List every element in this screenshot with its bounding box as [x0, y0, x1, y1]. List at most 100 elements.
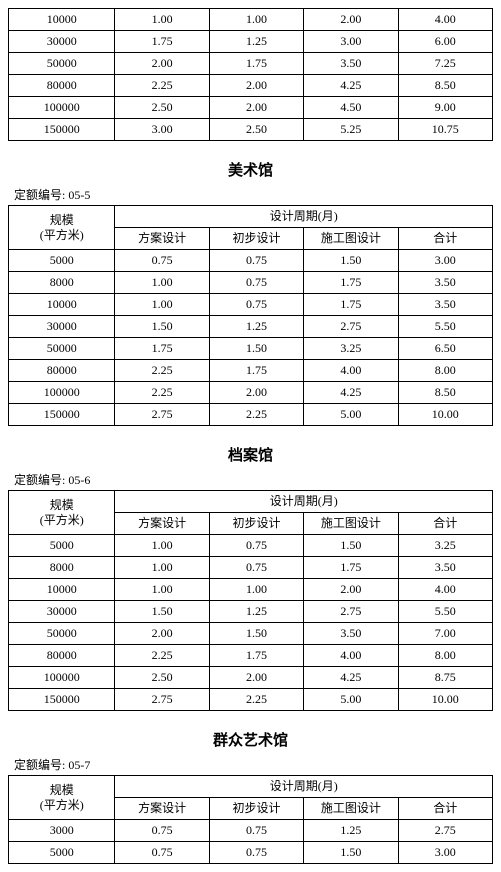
table-cell: 4.25 [304, 382, 398, 404]
table-cell: 1.50 [115, 316, 209, 338]
table-cell: 0.75 [115, 250, 209, 272]
table-cell: 3.25 [398, 535, 492, 557]
table-cell: 0.75 [209, 535, 303, 557]
table-cell: 2.75 [115, 404, 209, 426]
table-cell: 2.00 [209, 382, 303, 404]
table-cell: 4.50 [304, 97, 398, 119]
table-cell: 1.75 [304, 557, 398, 579]
table-cell: 5000 [9, 535, 115, 557]
header-scale-line2: (平方米) [9, 798, 114, 813]
table-cell: 150000 [9, 689, 115, 711]
table-cell: 0.75 [209, 294, 303, 316]
table-cell: 3.00 [115, 119, 209, 141]
table-row: 800002.251.754.008.00 [9, 360, 493, 382]
table-cell: 2.00 [304, 579, 398, 601]
header-scale: 规模(平方米) [9, 776, 115, 820]
table-cell: 5.50 [398, 601, 492, 623]
table-cell: 1.00 [209, 9, 303, 31]
table-cell: 5000 [9, 250, 115, 272]
table-cell: 2.25 [115, 75, 209, 97]
table-cell: 3.00 [398, 842, 492, 864]
header-col: 合计 [398, 513, 492, 535]
table-cell: 1.25 [304, 820, 398, 842]
table-cell: 10.00 [398, 689, 492, 711]
table-cell: 10.00 [398, 404, 492, 426]
table-row: 100001.001.002.004.00 [9, 579, 493, 601]
header-col: 施工图设计 [304, 228, 398, 250]
table-cell: 2.00 [209, 97, 303, 119]
table-cell: 100000 [9, 667, 115, 689]
table-cell: 1.50 [115, 601, 209, 623]
table-row: 800002.252.004.258.50 [9, 75, 493, 97]
header-col: 初步设计 [209, 228, 303, 250]
header-col: 方案设计 [115, 798, 209, 820]
data-table: 规模(平方米)设计周期(月)方案设计初步设计施工图设计合计50001.000.7… [8, 490, 493, 711]
table-cell: 0.75 [115, 842, 209, 864]
partial-table-top: 100001.001.002.004.00300001.751.253.006.… [8, 8, 493, 141]
data-table: 规模(平方米)设计周期(月)方案设计初步设计施工图设计合计30000.750.7… [8, 775, 493, 864]
section-title: 群众艺术馆 [8, 729, 493, 750]
table-cell: 2.75 [115, 689, 209, 711]
header-col: 方案设计 [115, 513, 209, 535]
table-cell: 1.75 [115, 338, 209, 360]
table-cell: 0.75 [209, 250, 303, 272]
table-cell: 3.50 [398, 294, 492, 316]
header-scale-line1: 规模 [9, 783, 114, 798]
table-cell: 1.75 [209, 360, 303, 382]
table-cell: 2.50 [209, 119, 303, 141]
table-cell: 4.25 [304, 667, 398, 689]
table-cell: 8000 [9, 557, 115, 579]
table-cell: 2.50 [115, 97, 209, 119]
data-table: 规模(平方米)设计周期(月)方案设计初步设计施工图设计合计50000.750.7… [8, 205, 493, 426]
table-cell: 1.50 [304, 250, 398, 272]
table-cell: 0.75 [209, 557, 303, 579]
table-cell: 50000 [9, 53, 115, 75]
table-header-row: 规模(平方米)设计周期(月) [9, 776, 493, 798]
header-col: 合计 [398, 798, 492, 820]
table-cell: 3000 [9, 820, 115, 842]
section-title: 美术馆 [8, 159, 493, 180]
table-cell: 50000 [9, 338, 115, 360]
header-col: 初步设计 [209, 798, 303, 820]
table-row: 1000002.502.004.509.00 [9, 97, 493, 119]
header-period: 设计周期(月) [115, 206, 493, 228]
table-cell: 8.75 [398, 667, 492, 689]
table-cell: 3.50 [398, 272, 492, 294]
table-cell: 1.75 [209, 645, 303, 667]
table-cell: 8.00 [398, 645, 492, 667]
table-cell: 7.25 [398, 53, 492, 75]
table-cell: 1.75 [209, 53, 303, 75]
table-cell: 1.25 [209, 31, 303, 53]
table-cell: 2.00 [209, 75, 303, 97]
table-cell: 4.00 [398, 9, 492, 31]
table-cell: 3.50 [304, 623, 398, 645]
table-cell: 6.50 [398, 338, 492, 360]
table-cell: 10000 [9, 9, 115, 31]
quota-label: 定额编号: 05-6 [14, 471, 493, 488]
header-col: 方案设计 [115, 228, 209, 250]
header-scale-line1: 规模 [9, 213, 114, 228]
table-row: 1000002.502.004.258.75 [9, 667, 493, 689]
table-cell: 2.00 [115, 53, 209, 75]
table-cell: 1.75 [304, 294, 398, 316]
table-cell: 30000 [9, 316, 115, 338]
table-cell: 1.75 [304, 272, 398, 294]
table-cell: 30000 [9, 601, 115, 623]
table-cell: 30000 [9, 31, 115, 53]
table-row: 100001.000.751.753.50 [9, 294, 493, 316]
table-cell: 3.00 [398, 250, 492, 272]
table-row: 50000.750.751.503.00 [9, 250, 493, 272]
table-cell: 2.50 [115, 667, 209, 689]
table-cell: 2.25 [115, 360, 209, 382]
table-cell: 9.00 [398, 97, 492, 119]
table-cell: 1.00 [209, 579, 303, 601]
table-cell: 6.00 [398, 31, 492, 53]
table-row: 30000.750.751.252.75 [9, 820, 493, 842]
section-title: 档案馆 [8, 444, 493, 465]
header-col: 施工图设计 [304, 798, 398, 820]
table-cell: 0.75 [209, 272, 303, 294]
table-cell: 1.75 [115, 31, 209, 53]
table-row: 1500002.752.255.0010.00 [9, 404, 493, 426]
table-cell: 100000 [9, 97, 115, 119]
table-cell: 4.00 [304, 360, 398, 382]
